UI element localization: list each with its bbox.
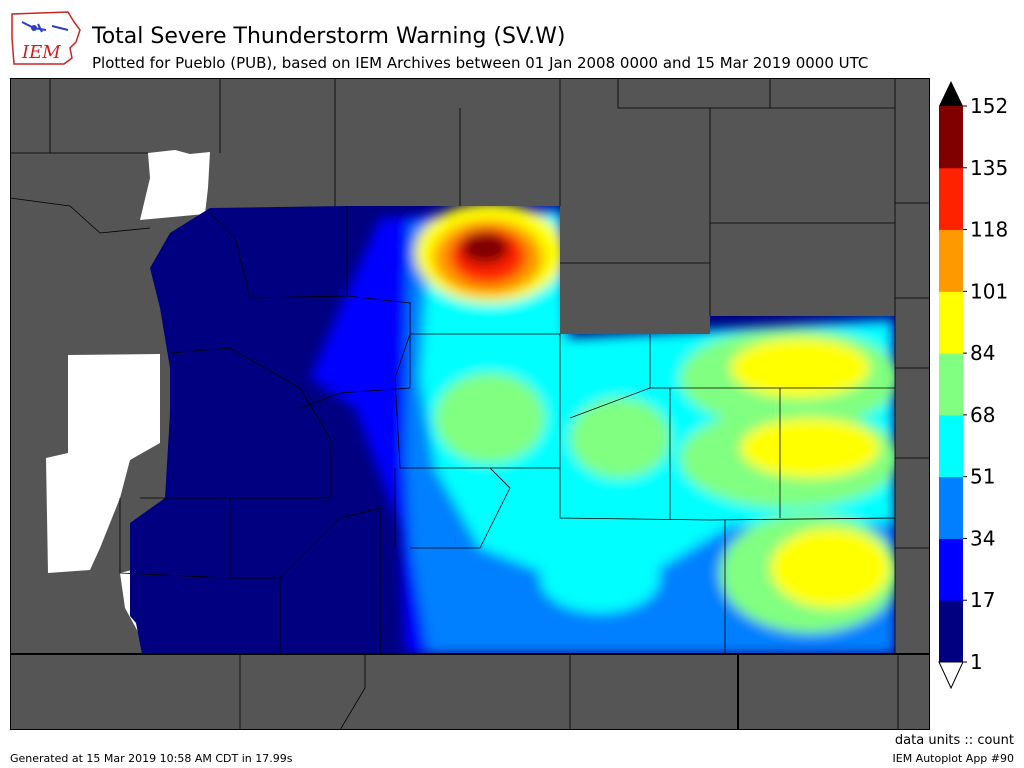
colorbar-tick-label: 17	[970, 588, 995, 612]
units-label: data units :: count	[894, 733, 1014, 748]
colorbar: 1 17 34 51 68 84 101 118 135 152	[938, 81, 1008, 690]
colorbar-under-arrow	[938, 661, 964, 690]
satellite-dish-icon	[31, 25, 37, 31]
app-id: IEM Autoplot App #90	[892, 752, 1015, 765]
map-frame	[10, 78, 930, 730]
colorbar-segments	[939, 106, 963, 663]
chart-title: Total Severe Thunderstorm Warning (SV.W)	[92, 24, 566, 49]
colorbar-segment	[939, 600, 963, 663]
colorbar-tick-label: 101	[970, 279, 1008, 303]
colorbar-tick-label: 34	[970, 526, 995, 550]
colorbar-segment	[939, 353, 963, 416]
colorbar-tick-label: 135	[970, 156, 1008, 180]
colorbar-segment	[939, 538, 963, 601]
colorbar-segment	[939, 229, 963, 292]
colorbar-segment	[939, 476, 963, 539]
colorbar-tick-label: 1	[970, 650, 983, 674]
iowa-outline-icon: IEM	[11, 11, 81, 65]
iem-logo: IEM	[8, 8, 86, 70]
chart-subtitle: Plotted for Pueblo (PUB), based on IEM A…	[92, 54, 869, 72]
colorbar-segment	[939, 291, 963, 354]
warning-count-field	[130, 206, 895, 654]
colorbar-tick-label: 68	[970, 403, 995, 427]
colorbar-tick-label: 51	[970, 465, 995, 489]
colorbar-over-arrow	[939, 81, 963, 106]
colorbar-tick-label: 118	[970, 218, 1008, 242]
colorbar-tick-label: 152	[970, 94, 1008, 118]
colorbar-segment	[939, 106, 963, 169]
generated-timestamp: Generated at 15 Mar 2019 10:58 AM CDT in…	[10, 752, 293, 765]
map-canvas	[10, 78, 930, 730]
colorbar-ticks: 1 17 34 51 68 84 101 118 135 152	[963, 94, 1008, 674]
colorbar-segment	[939, 167, 963, 231]
county-boundaries	[10, 78, 930, 730]
colorbar-tick-label: 84	[970, 341, 995, 365]
colorbar-segment	[939, 414, 963, 478]
logo-text: IEM	[21, 42, 61, 63]
